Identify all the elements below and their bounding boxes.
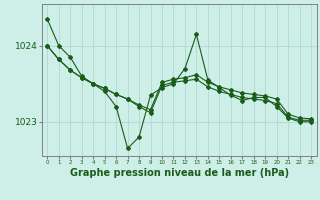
X-axis label: Graphe pression niveau de la mer (hPa): Graphe pression niveau de la mer (hPa) xyxy=(70,168,289,178)
